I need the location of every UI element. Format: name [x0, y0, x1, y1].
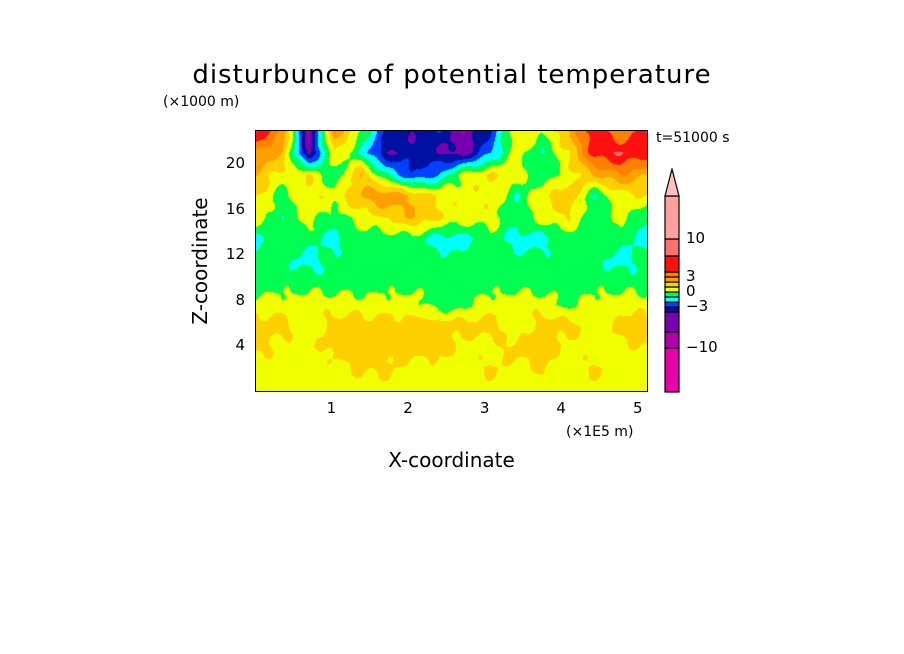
colorbar-band: [664, 271, 680, 278]
x-axis-label: X-coordinate: [388, 448, 515, 472]
x-axis-unit: (×1E5 m): [566, 424, 634, 440]
colorbar-band: [664, 286, 680, 293]
colorbar-band: [664, 255, 680, 273]
y-axis-unit: (×1000 m): [163, 94, 240, 110]
y-tick-label: 8: [235, 290, 245, 309]
colorbar: [664, 168, 680, 393]
colorbar-band: [664, 276, 680, 283]
colorbar-band: [664, 195, 680, 240]
colorbar-band: [664, 301, 680, 308]
colorbar-band: [664, 281, 680, 288]
contour-field: [256, 131, 647, 391]
x-tick-label: 2: [403, 399, 413, 417]
y-tick-label: 16: [225, 199, 245, 218]
time-annotation: t=51000 s: [656, 130, 730, 146]
colorbar-band: [664, 311, 680, 333]
colorbar-label: 3: [686, 267, 696, 285]
x-tick-label: 3: [479, 399, 490, 417]
colorbar-band: [664, 238, 680, 257]
y-tick-label: 12: [225, 245, 245, 264]
colorbar-band: [664, 306, 680, 313]
x-tick-label: 1: [326, 399, 337, 417]
colorbar-band: [664, 296, 680, 303]
y-tick-label: 4: [235, 336, 245, 355]
y-tick-label: 20: [225, 154, 245, 173]
colorbar-label: −10: [686, 338, 718, 356]
colorbar-band: [664, 347, 680, 393]
colorbar-band: [664, 291, 680, 298]
colorbar-label: 0: [686, 282, 696, 300]
colorbar-label: −3: [686, 297, 709, 315]
plot-area: [255, 130, 648, 392]
colorbar-label: 10: [686, 229, 706, 247]
colorbar-band: [664, 331, 680, 349]
x-tick-label: 5: [633, 399, 643, 417]
x-tick-label: 4: [556, 399, 566, 417]
colorbar-extend-triangle: [664, 168, 680, 197]
chart-title: disturbunce of potential temperature: [192, 60, 712, 90]
